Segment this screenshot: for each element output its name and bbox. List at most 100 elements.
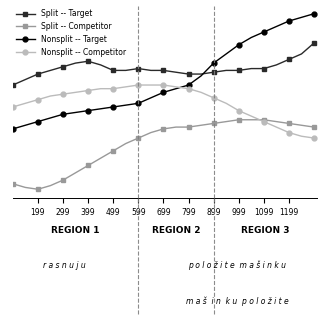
Nonsplit -- Target bbox=[74, 110, 77, 114]
Split -- Competitor bbox=[174, 125, 178, 129]
Nonsplit -- Competitor bbox=[149, 83, 153, 87]
Split -- Target bbox=[86, 59, 90, 63]
Nonsplit -- Competitor bbox=[61, 92, 65, 96]
Nonsplit -- Target bbox=[187, 83, 190, 87]
Split -- Target bbox=[99, 63, 103, 67]
Split -- Target bbox=[49, 68, 52, 72]
Text: p o l o ž i t e  m a š i n k u: p o l o ž i t e m a š i n k u bbox=[188, 261, 286, 270]
Text: REGION 1: REGION 1 bbox=[51, 226, 100, 235]
Nonsplit -- Target bbox=[136, 101, 140, 105]
Split -- Competitor bbox=[124, 142, 128, 146]
Nonsplit -- Competitor bbox=[275, 125, 278, 129]
Split -- Competitor bbox=[11, 182, 15, 186]
Split -- Target bbox=[136, 67, 140, 70]
Nonsplit -- Competitor bbox=[199, 91, 203, 94]
Split -- Competitor bbox=[74, 171, 77, 175]
Split -- Competitor bbox=[162, 127, 165, 131]
Nonsplit -- Competitor bbox=[86, 89, 90, 92]
Split -- Target bbox=[36, 72, 40, 76]
Nonsplit -- Target bbox=[174, 87, 178, 91]
Split -- Target bbox=[187, 72, 190, 76]
Line: Split -- Competitor: Split -- Competitor bbox=[10, 117, 316, 192]
Nonsplit -- Competitor bbox=[312, 136, 316, 140]
Split -- Target bbox=[74, 61, 77, 65]
Split -- Target bbox=[149, 68, 153, 72]
Nonsplit -- Target bbox=[249, 36, 253, 39]
Split -- Target bbox=[61, 65, 65, 69]
Nonsplit -- Competitor bbox=[74, 91, 77, 94]
Nonsplit -- Target bbox=[86, 109, 90, 113]
Split -- Competitor bbox=[262, 118, 266, 122]
Split -- Competitor bbox=[187, 125, 190, 129]
Split -- Target bbox=[275, 63, 278, 67]
Nonsplit -- Competitor bbox=[136, 83, 140, 87]
Nonsplit -- Target bbox=[61, 112, 65, 116]
Split -- Competitor bbox=[312, 125, 316, 129]
Split -- Competitor bbox=[300, 123, 303, 127]
Line: Nonsplit -- Target: Nonsplit -- Target bbox=[10, 11, 316, 131]
Split -- Competitor bbox=[224, 120, 228, 124]
Split -- Competitor bbox=[237, 118, 241, 122]
Nonsplit -- Competitor bbox=[174, 85, 178, 89]
Split -- Target bbox=[174, 70, 178, 74]
Text: r a s n u j u: r a s n u j u bbox=[43, 261, 85, 270]
Nonsplit -- Competitor bbox=[99, 87, 103, 91]
Split -- Competitor bbox=[136, 136, 140, 140]
Split -- Target bbox=[312, 41, 316, 45]
Nonsplit -- Target bbox=[36, 120, 40, 124]
Legend: Split -- Target, Split -- Competitor, Nonsplit -- Target, Nonsplit -- Competitor: Split -- Target, Split -- Competitor, No… bbox=[14, 8, 128, 59]
Nonsplit -- Target bbox=[23, 123, 27, 127]
Split -- Competitor bbox=[212, 122, 216, 125]
Nonsplit -- Target bbox=[11, 127, 15, 131]
Split -- Competitor bbox=[199, 123, 203, 127]
Nonsplit -- Target bbox=[199, 74, 203, 78]
Split -- Competitor bbox=[86, 164, 90, 167]
Split -- Target bbox=[11, 83, 15, 87]
Line: Split -- Target: Split -- Target bbox=[10, 41, 316, 87]
Nonsplit -- Target bbox=[224, 52, 228, 56]
Split -- Competitor bbox=[61, 178, 65, 182]
Split -- Target bbox=[249, 67, 253, 70]
Split -- Competitor bbox=[287, 122, 291, 125]
Split -- Competitor bbox=[249, 118, 253, 122]
Nonsplit -- Competitor bbox=[124, 85, 128, 89]
Nonsplit -- Target bbox=[262, 30, 266, 34]
Text: m a š  i n  k u  p o l o ž i t e: m a š i n k u p o l o ž i t e bbox=[186, 296, 289, 306]
Split -- Competitor bbox=[149, 131, 153, 134]
Nonsplit -- Target bbox=[49, 116, 52, 120]
Split -- Competitor bbox=[111, 149, 115, 153]
Nonsplit -- Competitor bbox=[224, 101, 228, 105]
Nonsplit -- Competitor bbox=[212, 96, 216, 100]
Split -- Target bbox=[23, 78, 27, 82]
Split -- Target bbox=[162, 68, 165, 72]
Split -- Target bbox=[111, 68, 115, 72]
Nonsplit -- Target bbox=[300, 15, 303, 19]
Nonsplit -- Competitor bbox=[249, 114, 253, 118]
Nonsplit -- Competitor bbox=[187, 87, 190, 91]
Text: REGION 2: REGION 2 bbox=[152, 226, 200, 235]
Nonsplit -- Competitor bbox=[262, 120, 266, 124]
Split -- Target bbox=[300, 52, 303, 56]
Nonsplit -- Competitor bbox=[111, 87, 115, 91]
Split -- Target bbox=[212, 70, 216, 74]
Split -- Competitor bbox=[275, 120, 278, 124]
Split -- Target bbox=[262, 67, 266, 70]
Split -- Target bbox=[224, 68, 228, 72]
Nonsplit -- Competitor bbox=[11, 105, 15, 109]
Nonsplit -- Competitor bbox=[300, 134, 303, 138]
Text: REGION 3: REGION 3 bbox=[241, 226, 290, 235]
Split -- Competitor bbox=[23, 186, 27, 189]
Nonsplit -- Competitor bbox=[162, 83, 165, 87]
Nonsplit -- Competitor bbox=[23, 101, 27, 105]
Nonsplit -- Target bbox=[275, 25, 278, 28]
Split -- Target bbox=[287, 58, 291, 61]
Split -- Competitor bbox=[99, 156, 103, 160]
Nonsplit -- Target bbox=[312, 12, 316, 16]
Nonsplit -- Competitor bbox=[287, 131, 291, 134]
Line: Nonsplit -- Competitor: Nonsplit -- Competitor bbox=[10, 83, 316, 140]
Nonsplit -- Competitor bbox=[237, 109, 241, 113]
Split -- Target bbox=[199, 72, 203, 76]
Nonsplit -- Target bbox=[124, 103, 128, 107]
Split -- Competitor bbox=[36, 187, 40, 191]
Nonsplit -- Target bbox=[162, 91, 165, 94]
